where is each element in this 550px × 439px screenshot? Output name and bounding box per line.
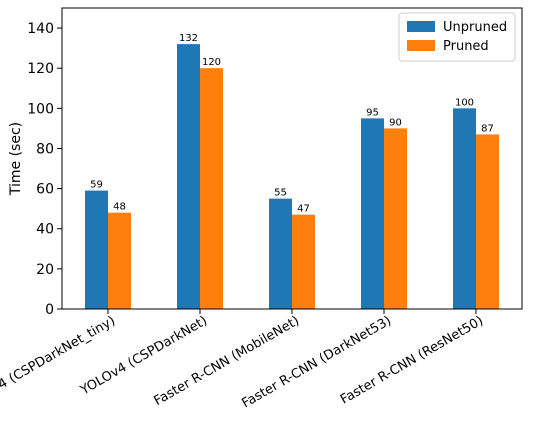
y-axis-label: Time (sec): [8, 122, 24, 196]
y-tick-label-4: 80: [36, 141, 54, 157]
data-label-pruned-3: 90: [389, 117, 402, 128]
legend-swatch-pruned: [407, 40, 435, 51]
legend-label-pruned: Pruned: [443, 39, 489, 54]
y-tick-label-3: 60: [36, 182, 54, 198]
bar-pruned-0: [108, 212, 131, 309]
data-label-pruned-1: 120: [202, 57, 221, 68]
data-label-unpruned-3: 95: [366, 107, 379, 118]
bar-unpruned-0: [85, 190, 108, 309]
plot-area: 59 132 55 95 100 48 120 47 90 87 0 20 40 60 80 100 120 14…: [0, 7, 523, 414]
data-label-pruned-0: 48: [113, 202, 126, 213]
x-tick-label-2: Faster R-CNN (MobileNet): [152, 313, 302, 409]
bar-pruned-4: [476, 134, 499, 309]
y-tick-label-6: 120: [27, 61, 54, 77]
data-label-pruned-2: 47: [297, 204, 310, 215]
y-tick-label-7: 140: [27, 21, 54, 37]
bar-pruned-2: [292, 214, 315, 309]
bar-unpruned-1: [177, 44, 200, 310]
y-tick-label-0: 0: [45, 302, 54, 318]
legend-label-unpruned: Unpruned: [443, 20, 507, 35]
legend-swatch-unpruned: [407, 21, 435, 32]
bar-pruned-1: [200, 68, 223, 309]
bar-unpruned-4: [453, 108, 476, 309]
data-label-unpruned-0: 59: [90, 180, 103, 191]
data-label-unpruned-4: 100: [455, 97, 474, 108]
y-tick-label-1: 20: [36, 262, 54, 278]
data-label-pruned-4: 87: [481, 123, 494, 134]
y-tick-label-2: 40: [36, 222, 54, 238]
bar-unpruned-2: [269, 198, 292, 309]
data-label-unpruned-2: 55: [274, 188, 287, 199]
data-label-unpruned-1: 132: [179, 33, 198, 44]
x-tick-label-3: Faster R-CNN (DarkNet53): [239, 313, 394, 411]
bar-unpruned-3: [361, 118, 384, 309]
legend: Unpruned Pruned: [398, 12, 516, 62]
y-tick-label-5: 100: [27, 101, 54, 117]
x-tick-label-0: YOLOv4 (CSPDarkNet_tiny): [0, 313, 118, 414]
bar-pruned-3: [384, 128, 407, 309]
